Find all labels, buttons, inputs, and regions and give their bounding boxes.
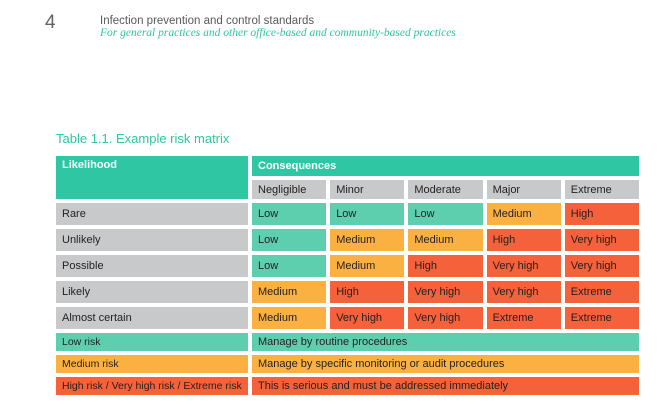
- matrix-cell: High: [330, 281, 405, 303]
- column-header-extreme: Extreme: [564, 180, 639, 199]
- matrix-cell: Low: [252, 229, 327, 251]
- matrix-cell: High: [564, 203, 639, 225]
- matrix-cell: Very high: [486, 281, 561, 303]
- document-subtitle: For general practices and other office-b…: [100, 27, 456, 39]
- likelihood-header-cell: Likelihood: [56, 156, 248, 199]
- row-label-likely: Likely: [56, 281, 248, 303]
- row-label-unlikely: Unlikely: [56, 229, 248, 251]
- risk-matrix-table: Likelihood Consequences Negligible Minor…: [56, 156, 639, 395]
- legend-label-high-risk: High risk / Very high risk / Extreme ris…: [56, 377, 248, 395]
- matrix-cell: Medium: [252, 307, 327, 329]
- column-header-major: Major: [486, 180, 561, 199]
- matrix-cell: Medium: [252, 281, 327, 303]
- matrix-cell: Medium: [408, 229, 483, 251]
- document-title: Infection prevention and control standar…: [100, 15, 315, 27]
- matrix-cell: Extreme: [564, 307, 639, 329]
- matrix-cell: Medium: [330, 229, 405, 251]
- row-label-possible: Possible: [56, 255, 248, 277]
- legend-description-high-risk: This is serious and must be addressed im…: [252, 377, 639, 395]
- row-label-rare: Rare: [56, 203, 248, 225]
- table-title: Table 1.1. Example risk matrix: [56, 131, 230, 146]
- matrix-cell: Very high: [486, 255, 561, 277]
- matrix-cell: Extreme: [486, 307, 561, 329]
- matrix-cell: Medium: [486, 203, 561, 225]
- matrix-cell: Very high: [408, 307, 483, 329]
- matrix-cell: Low: [252, 203, 327, 225]
- column-header-negligible: Negligible: [252, 180, 327, 199]
- legend-description-medium-risk: Manage by specific monitoring or audit p…: [252, 355, 639, 373]
- matrix-cell: Extreme: [564, 281, 639, 303]
- matrix-cell: Very high: [564, 229, 639, 251]
- column-header-moderate: Moderate: [408, 180, 483, 199]
- matrix-cell: Very high: [408, 281, 483, 303]
- matrix-cell: Very high: [564, 255, 639, 277]
- matrix-cell: Very high: [330, 307, 405, 329]
- row-label-almost-certain: Almost certain: [56, 307, 248, 329]
- column-header-minor: Minor: [330, 180, 405, 199]
- page-number: 4: [45, 12, 56, 33]
- legend-description-low-risk: Manage by routine procedures: [252, 333, 639, 351]
- matrix-cell: High: [486, 229, 561, 251]
- consequences-header-cell: Consequences: [252, 156, 639, 176]
- matrix-cell: Low: [330, 203, 405, 225]
- matrix-cell: Low: [408, 203, 483, 225]
- matrix-cell: Medium: [330, 255, 405, 277]
- matrix-cell: High: [408, 255, 483, 277]
- legend-label-low-risk: Low risk: [56, 333, 248, 351]
- matrix-cell: Low: [252, 255, 327, 277]
- legend-label-medium-risk: Medium risk: [56, 355, 248, 373]
